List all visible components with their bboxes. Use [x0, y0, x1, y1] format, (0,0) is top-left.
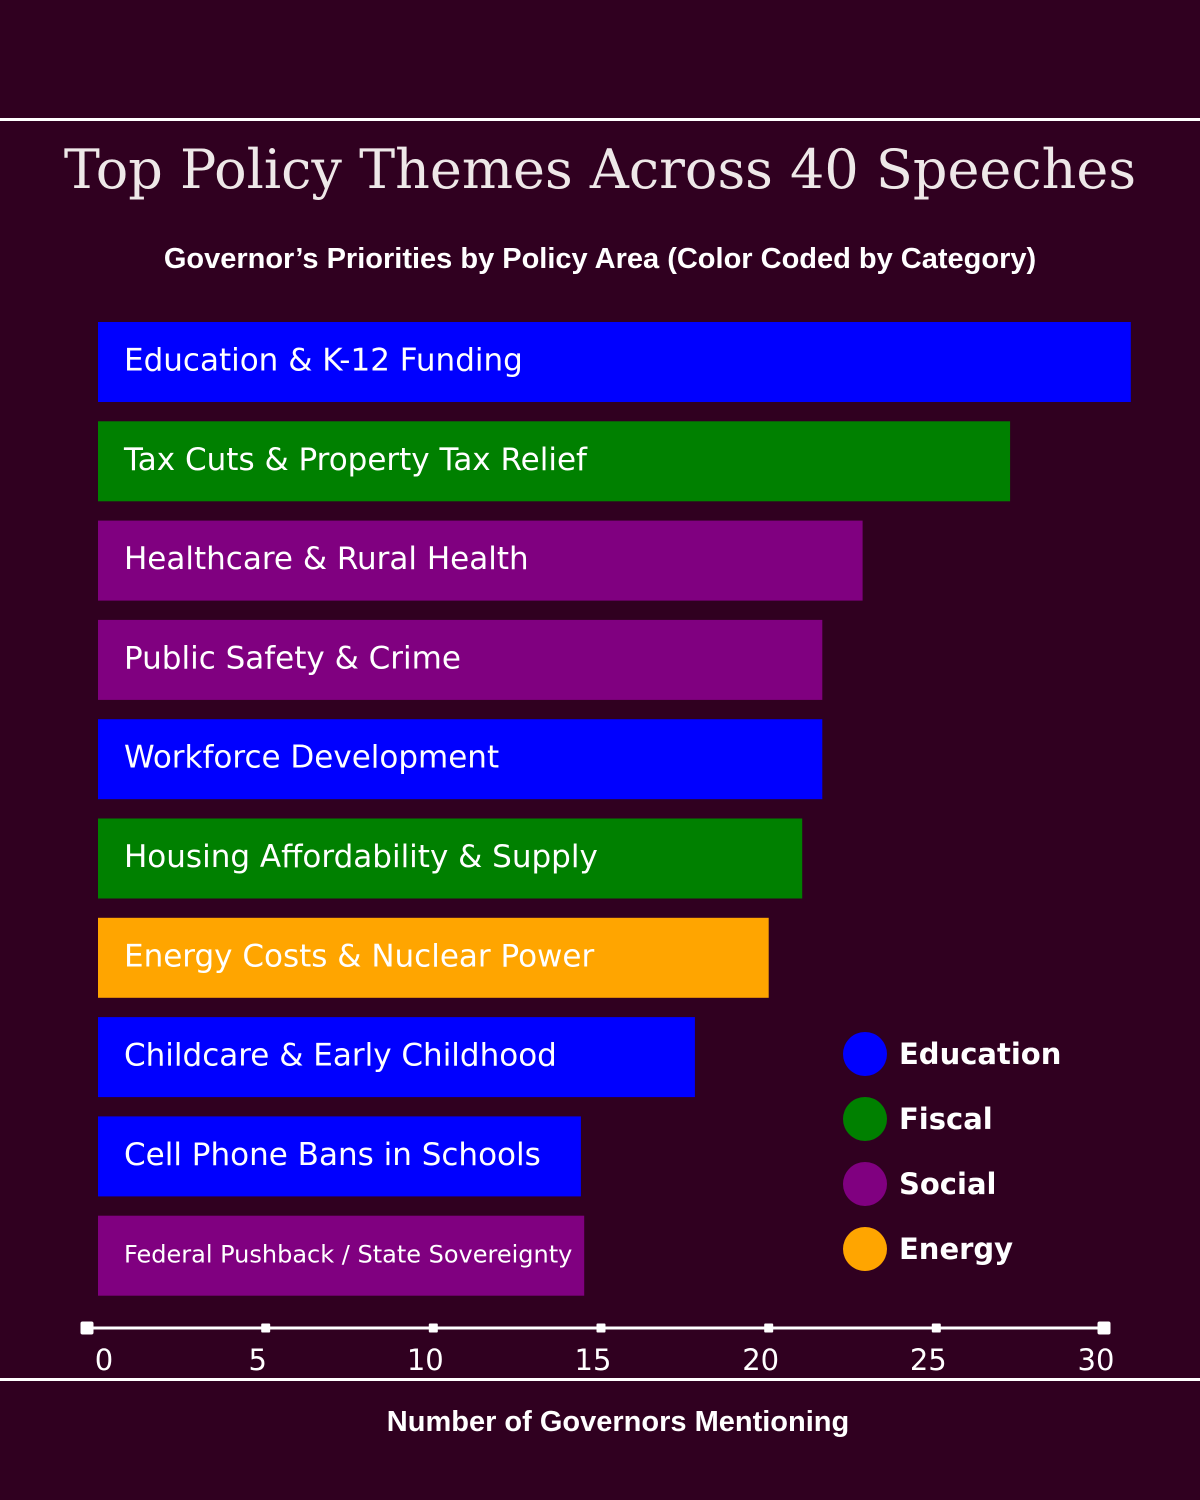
bar-education-k-12-funding: [98, 322, 1131, 402]
x-tick-mark-30: [1097, 1321, 1111, 1335]
x-tick-label-30: 30: [1078, 1343, 1115, 1377]
bar-workforce-development: [98, 719, 823, 800]
legend-item-social: Social: [843, 1161, 1143, 1207]
x-tick-label-0: 0: [95, 1343, 113, 1377]
legend-item-energy: Energy: [843, 1226, 1143, 1272]
legend-label-social: Social: [899, 1167, 997, 1201]
legend-swatch-education: [843, 1032, 887, 1076]
chart-subtitle: Governor’s Priorities by Policy Area (Co…: [163, 243, 1037, 275]
chart-title: Top Policy Themes Across 40 Speeches: [63, 138, 1137, 201]
legend-label-education: Education: [899, 1037, 1062, 1071]
legend-item-education: Education: [843, 1031, 1143, 1077]
x-tick-mark-20: [764, 1323, 774, 1333]
legend-label-energy: Energy: [899, 1232, 1014, 1266]
x-tick-mark-15: [596, 1323, 606, 1333]
bar-public-safety-crime: [98, 619, 823, 700]
bar-label-tax-cuts-property-tax-relief: Tax Cuts & Property Tax Relief: [123, 442, 588, 478]
bar-label-housing-affordability-supply: Housing Affordability & Supply: [124, 839, 598, 875]
legend-item-fiscal: Fiscal: [843, 1096, 1143, 1142]
x-tick-label-20: 20: [742, 1343, 779, 1377]
x-tick-label-15: 15: [575, 1343, 612, 1377]
legend-label-fiscal: Fiscal: [899, 1102, 993, 1136]
x-axis-title: Number of Governors Mentioning: [386, 1406, 850, 1438]
legend-swatch-fiscal: [843, 1097, 887, 1141]
x-tick-mark-5: [261, 1323, 271, 1333]
legend-swatch-energy: [843, 1227, 887, 1271]
x-tick-mark-10: [428, 1323, 438, 1333]
bar-federal-pushback-state-sovereignty: [98, 1215, 585, 1296]
bar-label-healthcare-rural-health: Healthcare & Rural Health: [124, 541, 529, 577]
bar-label-public-safety-crime: Public Safety & Crime: [124, 640, 461, 676]
bar-label-education-k-12-funding: Education & K-12 Funding: [124, 343, 523, 379]
bar-energy-costs-nuclear-power: [98, 917, 769, 998]
bottom-divider: [0, 1378, 1200, 1381]
top-divider: [0, 118, 1200, 121]
bar-tax-cuts-property-tax-relief: [98, 421, 1011, 502]
x-tick-label-5: 5: [248, 1343, 266, 1377]
bar-childcare-early-childhood: [98, 1017, 695, 1098]
bar-healthcare-rural-health: [98, 520, 863, 601]
bar-cell-phone-bans-in-schools: [98, 1116, 581, 1197]
legend-swatch-social: [843, 1162, 887, 1206]
bar-label-federal-pushback-state-sovereignty: Federal Pushback / State Sovereignty: [124, 1241, 572, 1269]
bar-label-cell-phone-bans-in-schools: Cell Phone Bans in Schools: [124, 1137, 541, 1173]
bar-label-childcare-early-childhood: Childcare & Early Childhood: [124, 1038, 557, 1074]
x-tick-mark-25: [931, 1323, 941, 1333]
bar-label-energy-costs-nuclear-power: Energy Costs & Nuclear Power: [124, 938, 594, 974]
x-tick-mark-0: [80, 1321, 94, 1335]
x-tick-label-25: 25: [910, 1343, 947, 1377]
x-tick-label-10: 10: [407, 1343, 444, 1377]
bar-label-workforce-development: Workforce Development: [124, 740, 499, 776]
bar-housing-affordability-supply: [98, 818, 803, 899]
chart-legend: Education Fiscal Social Energy: [843, 1031, 1143, 1291]
